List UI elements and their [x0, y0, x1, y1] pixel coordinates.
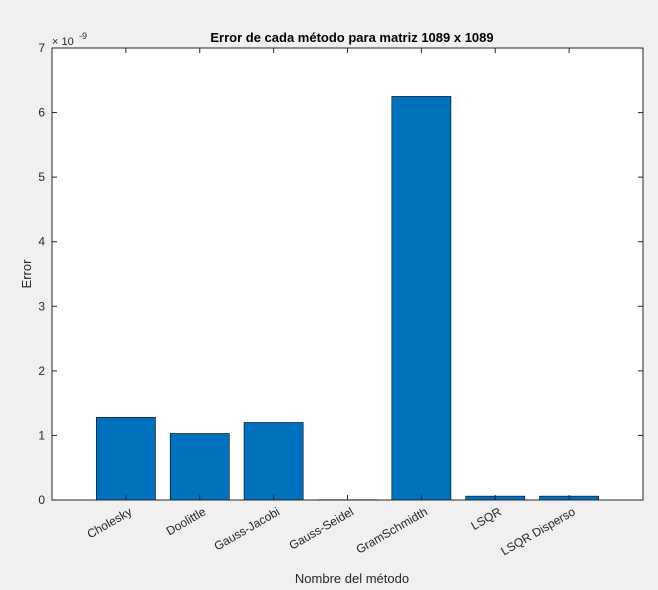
- y-tick-label: 5: [38, 170, 45, 184]
- x-tick-label: Gauss-Seidel: [287, 504, 356, 552]
- y-tick-label: 1: [38, 428, 45, 442]
- bars-group: [96, 96, 599, 501]
- x-axis-label: Nombre del método: [295, 571, 409, 586]
- y-tick-label: 3: [38, 299, 45, 313]
- bar: [96, 417, 156, 501]
- y-tick-label: 4: [38, 235, 45, 249]
- x-tick-label: Doolittle: [164, 504, 209, 538]
- y-exponent-base: × 10: [52, 36, 74, 48]
- x-tick-label: Gauss-Jacobi: [212, 504, 283, 553]
- y-ticks-group: 0 1 2 3 4 5 6 7: [38, 41, 643, 507]
- bar: [391, 96, 452, 501]
- chart-title: Error de cada método para matriz 1089 x …: [210, 30, 493, 45]
- x-tick-label: LSQR Disperso: [498, 504, 577, 558]
- y-tick-label: 6: [38, 106, 45, 120]
- x-tick-label: GramSchmidth: [354, 504, 430, 556]
- y-tick-label: 0: [38, 493, 45, 507]
- y-axis-label: Error: [19, 259, 34, 289]
- bar: [243, 422, 304, 501]
- x-tick-label: Cholesky: [85, 504, 135, 541]
- y-exponent: -9: [79, 31, 87, 41]
- y-tick-label: 2: [38, 364, 45, 378]
- x-tick-label: LSQR: [468, 504, 504, 533]
- y-tick-label: 7: [38, 41, 45, 55]
- bar: [169, 433, 230, 501]
